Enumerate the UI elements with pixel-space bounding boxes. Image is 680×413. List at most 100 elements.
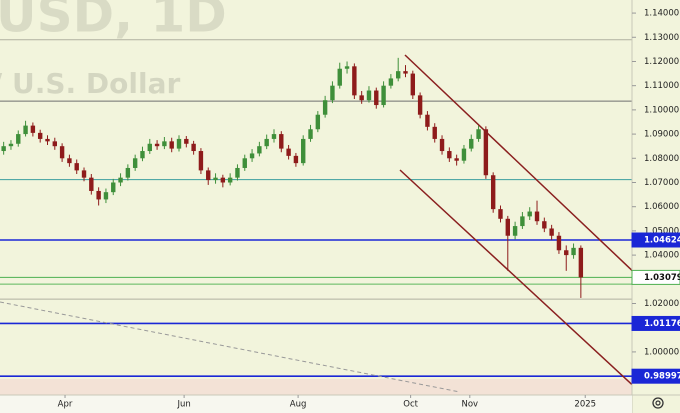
- candle-body: [374, 90, 379, 106]
- y-tick-label: 1.14000: [644, 9, 679, 19]
- price-label-box: [631, 232, 680, 248]
- candle-body: [220, 177, 226, 183]
- y-tick-label: 1.00000: [644, 347, 679, 357]
- candle-body: [417, 95, 423, 115]
- drawings: [0, 54, 632, 393]
- candle-body: [8, 143, 14, 147]
- candle-body: [512, 226, 518, 236]
- candle-body: [381, 85, 386, 106]
- candle-body: [520, 216, 525, 227]
- candle-body: [498, 209, 503, 219]
- candle-body: [264, 138, 269, 147]
- watermark-symbol: USD, 1D: [0, 0, 227, 44]
- candle-body: [461, 148, 467, 161]
- channel-upper: [404, 54, 632, 272]
- candle-body: [1, 146, 6, 152]
- candle-body: [242, 158, 247, 168]
- candle-body: [140, 151, 145, 159]
- candle-body: [425, 114, 430, 127]
- candle-body: [366, 90, 372, 101]
- candle-body: [286, 148, 291, 156]
- candle-body: [439, 138, 445, 152]
- candle-body: [147, 143, 152, 152]
- price-label-box: [631, 315, 680, 331]
- candle-body: [184, 138, 189, 144]
- candle-body: [556, 235, 562, 251]
- y-tick-label: 1.13000: [644, 33, 679, 43]
- candle-body: [432, 126, 437, 139]
- candle-body: [45, 138, 50, 142]
- price-label: 0.98997: [644, 372, 680, 382]
- y-tick-label: 1.07000: [644, 178, 679, 188]
- candle-body: [564, 250, 569, 256]
- price-label: 1.03079: [644, 273, 680, 283]
- y-tick-label: 1.08000: [644, 154, 679, 164]
- settings-gear-center[interactable]: [655, 400, 661, 406]
- candle-body: [111, 182, 116, 193]
- candle-body: [162, 141, 167, 147]
- candle-body: [213, 177, 218, 181]
- candle-body: [132, 158, 138, 168]
- settings-gear[interactable]: [652, 397, 664, 409]
- candle-body: [16, 134, 21, 144]
- candle-body: [198, 151, 204, 171]
- candle-body: [103, 192, 109, 200]
- candle-body: [249, 153, 255, 159]
- price-label-box: [631, 269, 680, 285]
- candle-body: [279, 134, 284, 149]
- candle-body: [154, 143, 160, 147]
- candle-body: [227, 177, 233, 183]
- candle-body: [337, 68, 342, 86]
- candle-body: [344, 66, 350, 69]
- y-tick-label: 1.10000: [644, 105, 679, 115]
- candle-body: [271, 134, 277, 139]
- watermark-name: / U.S. Dollar: [0, 67, 180, 100]
- candle-body: [257, 146, 262, 154]
- y-tick-label: 1.09000: [644, 130, 679, 140]
- candle-body: [403, 71, 408, 74]
- candle-body: [388, 78, 394, 86]
- y-tick-label: 1.04000: [644, 251, 679, 261]
- y-tick-label: 1.12000: [644, 57, 679, 67]
- candle-body: [330, 85, 335, 101]
- candle-body: [483, 129, 489, 176]
- candle-body: [52, 141, 57, 147]
- candle-body: [74, 163, 79, 171]
- levels: [0, 39, 632, 377]
- candle-body: [67, 158, 72, 164]
- candle-body: [476, 129, 481, 139]
- candle-body: [534, 211, 540, 222]
- candle-body: [235, 167, 240, 178]
- candles: [1, 57, 584, 298]
- candle-body: [322, 100, 328, 115]
- channel-lower: [399, 169, 632, 386]
- candle-body: [395, 71, 401, 79]
- lower-zone: [0, 379, 632, 395]
- x-tick-label: Aug: [290, 400, 307, 410]
- candle-body: [308, 129, 313, 139]
- candle-body: [542, 221, 547, 229]
- candle-body: [81, 170, 87, 178]
- candle-body: [490, 175, 496, 210]
- candle-body: [549, 228, 554, 236]
- candle-body: [191, 143, 196, 152]
- candle-body: [527, 211, 532, 217]
- candle-body: [37, 132, 43, 139]
- x-tick-label: Apr: [58, 400, 73, 410]
- candle-body: [89, 177, 94, 191]
- candle-body: [315, 114, 321, 130]
- candle-body: [301, 138, 306, 164]
- candle-body: [125, 167, 131, 178]
- candle-body: [23, 125, 28, 135]
- settings-icon[interactable]: [652, 397, 664, 409]
- candle-body: [176, 138, 182, 149]
- x-tick-label: 2025: [574, 400, 596, 410]
- y-tick-label: 1.11000: [644, 81, 679, 91]
- x-tick-label: Jun: [176, 400, 190, 410]
- price-label: 1.04624: [644, 236, 680, 246]
- candle-body: [30, 125, 36, 133]
- y-tick-label: 1.05000: [644, 226, 679, 236]
- y-tick-label: 1.02000: [644, 299, 679, 309]
